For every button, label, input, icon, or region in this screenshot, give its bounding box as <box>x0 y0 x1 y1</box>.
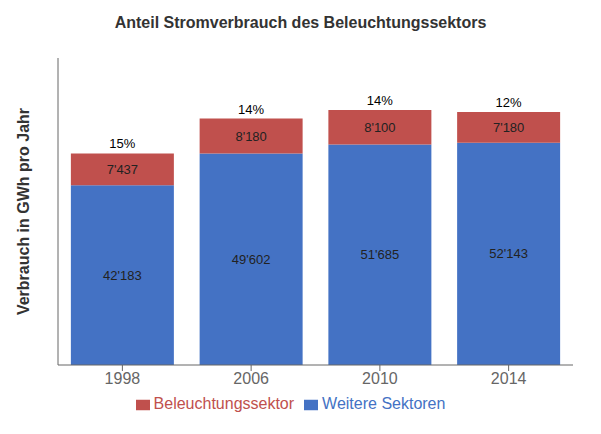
svg-text:1998: 1998 <box>105 370 141 387</box>
html-text:Anteil Stromverbrauch des Bele: Anteil Stromverbrauch des Beleuchtungsse… <box>114 14 487 31</box>
svg-text:7'437: 7'437 <box>107 162 138 177</box>
svg-text:52'143: 52'143 <box>489 246 528 261</box>
svg-text:2014: 2014 <box>491 370 527 387</box>
svg-text:2006: 2006 <box>233 370 269 387</box>
svg-text:15%: 15% <box>109 136 135 151</box>
svg-text:Verbrauch in GWh pro Jahr: Verbrauch in GWh pro Jahr <box>15 108 32 315</box>
svg-text:14%: 14% <box>367 93 393 108</box>
svg-text:12%: 12% <box>496 95 522 110</box>
svg-text:14%: 14% <box>238 102 264 117</box>
svg-text:8'100: 8'100 <box>364 120 395 135</box>
html-text:Beleuchtungssektor: Beleuchtungssektor <box>153 395 295 412</box>
svg-text:8'180: 8'180 <box>235 129 266 144</box>
svg-text:2010: 2010 <box>362 370 398 387</box>
svg-text:49'602: 49'602 <box>232 252 271 267</box>
html-text:Weitere Sektoren: Weitere Sektoren <box>322 395 446 412</box>
svg-text:51'685: 51'685 <box>361 247 400 262</box>
svg-text:7'180: 7'180 <box>493 120 524 135</box>
svg-text:42'183: 42'183 <box>103 268 142 283</box>
